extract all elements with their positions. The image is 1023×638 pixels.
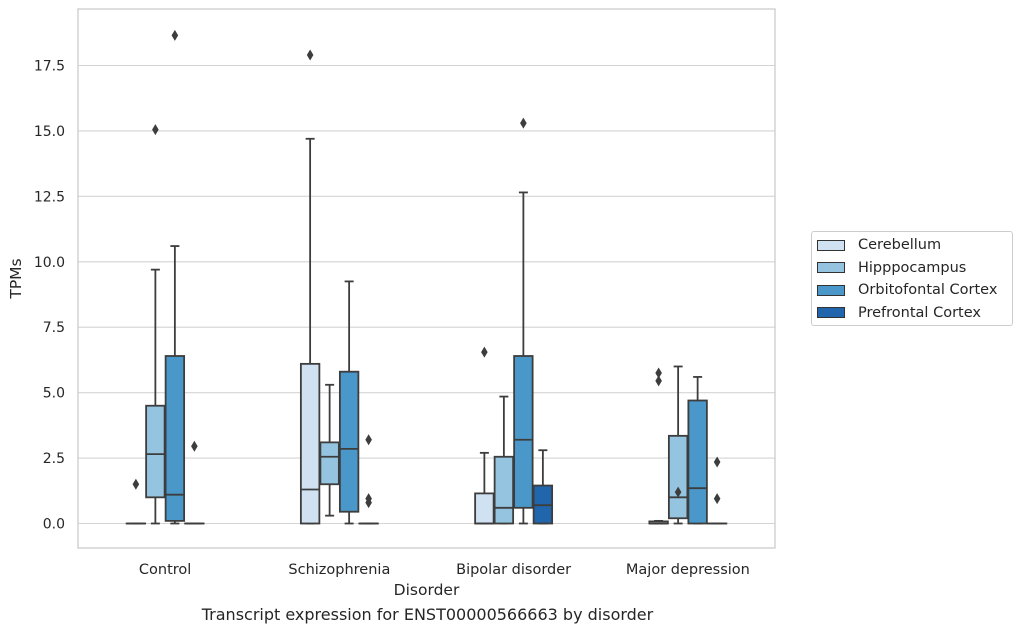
- outlier-point: [152, 124, 159, 135]
- box: [301, 364, 320, 524]
- y-axis-label: TPMs: [7, 258, 25, 299]
- box-hipppocampus: [669, 366, 688, 523]
- box-prefrontal-cortex: [708, 456, 727, 523]
- box-prefrontal-cortex: [359, 434, 378, 523]
- box: [688, 400, 707, 523]
- legend-swatch: [817, 240, 845, 251]
- box: [495, 457, 514, 524]
- outlier-point: [191, 441, 198, 452]
- y-tick-label: 2.5: [43, 451, 65, 467]
- legend-label: Orbitofontal Cortex: [858, 282, 997, 298]
- box: [340, 372, 359, 512]
- outlier-point: [481, 347, 488, 358]
- y-tick-label: 12.5: [34, 189, 65, 205]
- box: [166, 356, 185, 521]
- box-orbitofontal-cortex: [340, 281, 359, 523]
- box-orbitofontal-cortex: [166, 30, 185, 524]
- outlier-point: [365, 434, 372, 445]
- box-cerebellum: [649, 368, 668, 524]
- x-tick-label: Schizophrenia: [288, 562, 390, 578]
- outlier-point: [714, 493, 721, 504]
- box-cerebellum: [301, 50, 320, 524]
- y-tick-label: 17.5: [34, 59, 65, 75]
- legend-label: Cerebellum: [858, 237, 941, 253]
- y-tick-label: 5.0: [43, 386, 65, 402]
- legend-item: Hipppocampus: [817, 258, 966, 278]
- box: [514, 356, 533, 508]
- box: [475, 493, 494, 523]
- outlier-point: [307, 50, 314, 61]
- x-tick-label: Control: [139, 562, 191, 578]
- box-hipppocampus: [495, 397, 514, 524]
- outlier-point: [172, 30, 179, 41]
- box-hipppocampus: [146, 124, 165, 523]
- legend-item: Orbitofontal Cortex: [817, 280, 997, 300]
- y-tick-label: 0.0: [43, 517, 65, 533]
- box: [320, 442, 339, 484]
- box-hipppocampus: [320, 385, 339, 516]
- box: [146, 406, 165, 498]
- chart-caption: Transcript expression for ENST0000056666…: [0, 605, 855, 624]
- legend-item: Prefrontal Cortex: [817, 303, 981, 323]
- legend-label: Hipppocampus: [858, 260, 966, 276]
- legend: Cerebellum Hipppocampus Orbitofontal Corte…: [811, 231, 1013, 326]
- box-orbitofontal-cortex: [514, 118, 533, 524]
- box-prefrontal-cortex: [534, 450, 553, 523]
- legend-swatch: [817, 285, 845, 296]
- outlier-point: [133, 479, 140, 490]
- y-tick-label: 7.5: [43, 320, 65, 336]
- x-tick-label: Major depression: [626, 562, 750, 578]
- x-tick-label: Bipolar disorder: [456, 562, 571, 578]
- box-prefrontal-cortex: [185, 441, 204, 524]
- legend-item: Cerebellum: [817, 235, 941, 255]
- box-cerebellum: [475, 347, 494, 524]
- box-cerebellum: [127, 479, 146, 524]
- y-tick-label: 10.0: [34, 255, 65, 271]
- legend-swatch: [817, 307, 845, 318]
- legend-label: Prefrontal Cortex: [858, 305, 981, 321]
- legend-swatch: [817, 262, 845, 273]
- x-axis-label: Disorder: [394, 581, 460, 599]
- box-orbitofontal-cortex: [688, 377, 707, 524]
- outlier-point: [655, 368, 662, 379]
- outlier-point: [520, 118, 527, 129]
- y-tick-label: 15.0: [34, 124, 65, 140]
- box: [669, 436, 688, 518]
